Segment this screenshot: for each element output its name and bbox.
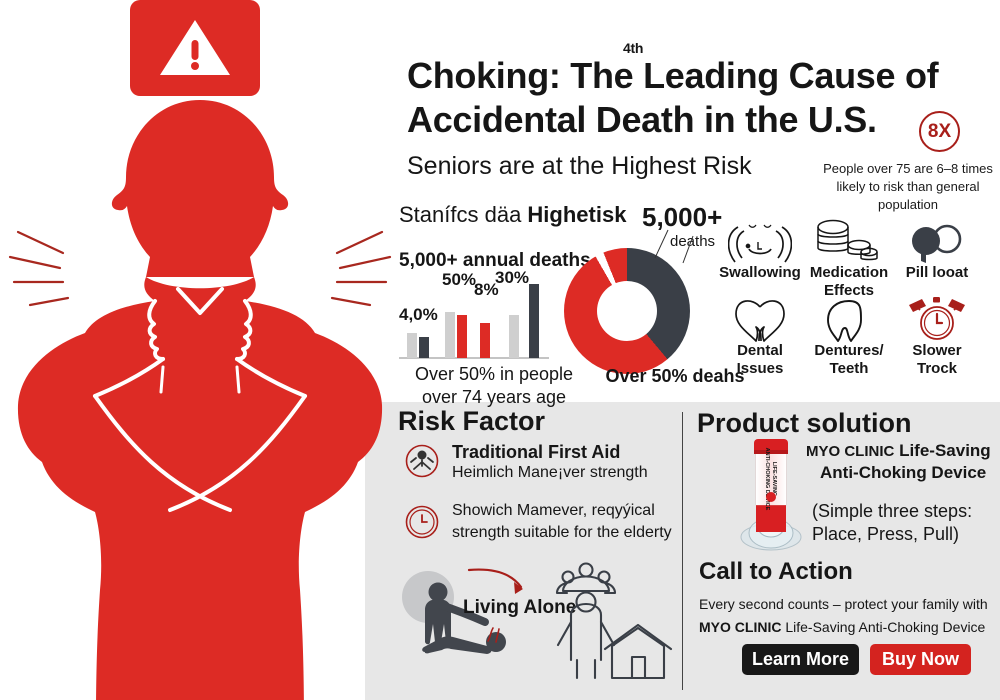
svg-text:LIFE-SAVING: LIFE-SAVING bbox=[771, 462, 777, 496]
